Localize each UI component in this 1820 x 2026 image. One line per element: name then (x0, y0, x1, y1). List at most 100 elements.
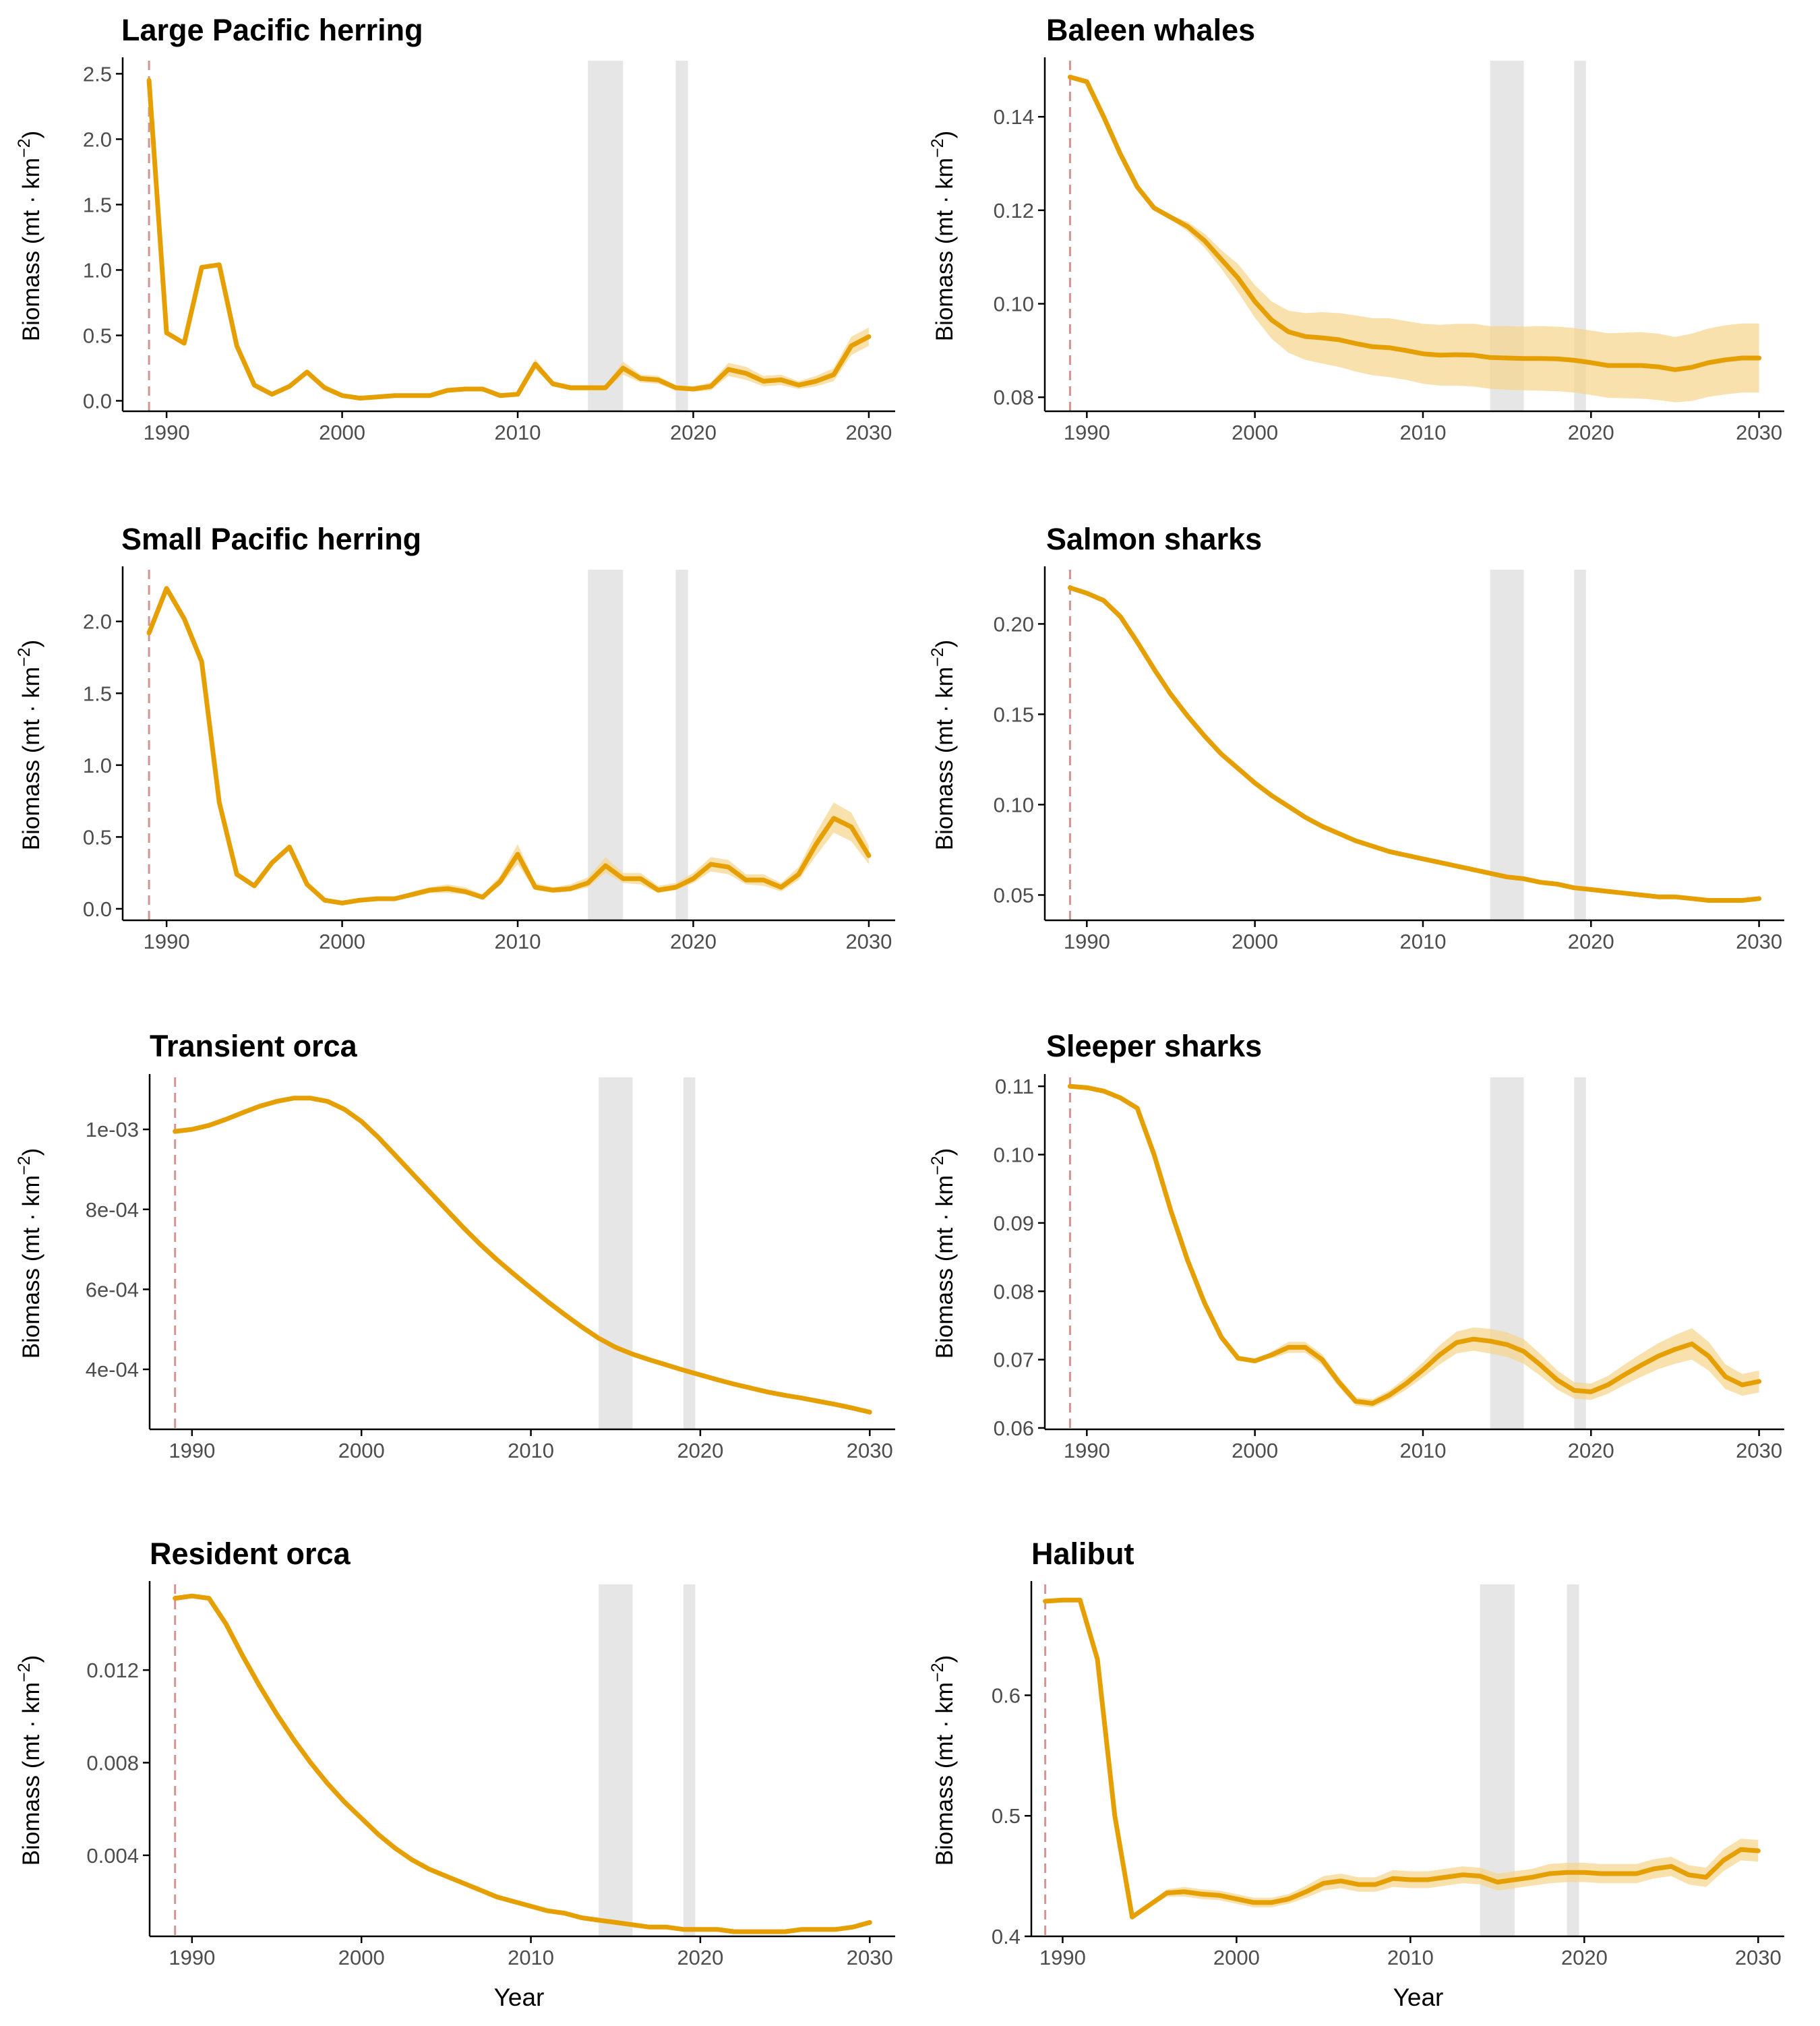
y-tick-label: 0.20 (994, 612, 1034, 636)
y-axis-label: Biomass (mt · km−2) (15, 1655, 44, 1866)
panel-transient-orca: 1990 2000 2010 2020 2030 4e-04 6e-04 8e-04 1e-03… (15, 1029, 895, 1462)
x-tick-label: 2030 (847, 1439, 893, 1462)
shaded-period-1 (599, 1077, 633, 1429)
y-axis-label-close: ) (18, 1655, 44, 1663)
y-tick-label: 0.05 (994, 883, 1034, 907)
x-tick-label: 2030 (1736, 421, 1782, 444)
x-tick-label: 2000 (319, 930, 365, 953)
y-axis-label-exponent: −2 (928, 647, 947, 667)
y-axis-label-close: ) (932, 1655, 958, 1663)
series-line (1067, 1083, 1762, 1406)
panel-title: Large Pacific herring (121, 13, 423, 47)
y-axis-label-close: ) (18, 640, 44, 648)
y-axis-label-exponent: −2 (15, 1663, 34, 1682)
y-axis-label-close: ) (932, 640, 958, 648)
shaded-period-1 (1490, 570, 1524, 920)
x-tick-label: 2030 (845, 930, 892, 953)
x-tick-label: 1990 (1039, 1946, 1086, 1969)
uncertainty-ribbon (149, 588, 869, 903)
panel-title: Small Pacific herring (121, 522, 421, 556)
y-tick-label: 2.0 (83, 127, 112, 151)
x-tick-label: 2020 (1561, 1946, 1608, 1969)
series-line (1067, 74, 1762, 372)
shaded-period-2 (683, 1584, 696, 1936)
x-tick-label: 2010 (1399, 930, 1446, 953)
y-axis-label-text: Biomass (mt · km (932, 158, 958, 341)
uncertainty-ribbon (149, 80, 869, 398)
shaded-period-2 (1574, 61, 1586, 411)
y-axis-label: Biomass (mt · km−2) (15, 640, 44, 850)
y-axis-label: Biomass (mt · km−2) (928, 1655, 958, 1866)
shaded-period-2 (1574, 1077, 1586, 1429)
y-tick-label: 4e-04 (86, 1358, 139, 1381)
y-tick-label: 0.004 (86, 1844, 139, 1868)
y-tick-label: 0.06 (994, 1417, 1034, 1440)
y-tick-label: 1.5 (83, 682, 112, 705)
x-tick-label: 2020 (670, 930, 717, 953)
x-tick-label: 2000 (1213, 1946, 1260, 1969)
panel-title: Sleeper sharks (1046, 1029, 1262, 1063)
x-tick-label: 2000 (1232, 930, 1278, 953)
x-axis-label: Year (494, 1984, 545, 2011)
y-axis-label-exponent: −2 (15, 138, 34, 158)
uncertainty-ribbon (175, 1596, 870, 1932)
y-axis-label-close: ) (932, 131, 958, 139)
y-axis-label-exponent: −2 (928, 1156, 947, 1175)
y-tick-label: 1.0 (83, 754, 112, 777)
y-axis-label-text: Biomass (mt · km (18, 158, 44, 341)
y-axis-label-text: Biomass (mt · km (18, 667, 44, 850)
x-tick-label: 2010 (1387, 1946, 1434, 1969)
shaded-period-2 (1567, 1584, 1579, 1936)
panel-title: Resident orca (150, 1537, 351, 1571)
x-tick-label: 2030 (1736, 1439, 1782, 1462)
series-line (173, 1593, 872, 1934)
y-tick-label: 1.0 (83, 258, 112, 282)
x-tick-label: 2010 (508, 1439, 554, 1462)
y-tick-label: 0.012 (86, 1659, 139, 1682)
y-axis-label-close: ) (932, 1148, 958, 1156)
x-tick-label: 2000 (338, 1439, 385, 1462)
x-tick-label: 1990 (144, 930, 190, 953)
y-tick-label: 1e-03 (86, 1118, 139, 1141)
y-axis-label-exponent: −2 (928, 138, 947, 158)
shaded-period-2 (683, 1077, 696, 1429)
x-tick-label: 2020 (1568, 421, 1614, 444)
panel-small-pacific-herring: 1990 2000 2010 2020 2030 0.0 0.5 1.0 1.5 2.0 Small… (15, 522, 895, 953)
y-tick-label: 0.11 (995, 1075, 1034, 1098)
x-tick-label: 2010 (508, 1946, 554, 1969)
panel-sleeper-sharks: 1990 2000 2010 2020 2030 0.06 0.07 0.08 0.09 0.10… (928, 1029, 1784, 1462)
y-tick-label: 0.10 (994, 293, 1034, 316)
shaded-period-1 (599, 1584, 633, 1936)
panel-salmon-sharks: 1990 2000 2010 2020 2030 0.05 0.10 0.15 0.20 Salm… (928, 522, 1784, 953)
panel-title: Salmon sharks (1046, 522, 1262, 556)
series-line (146, 78, 872, 401)
shaded-period-2 (1574, 570, 1586, 920)
y-tick-label: 0.09 (994, 1212, 1034, 1235)
panel-title: Baleen whales (1046, 13, 1255, 47)
y-axis-label-text: Biomass (mt · km (932, 1682, 958, 1866)
y-tick-label: 0.10 (994, 793, 1034, 816)
y-axis-label: Biomass (mt · km−2) (15, 131, 44, 341)
y-axis-label-text: Biomass (mt · km (18, 1682, 44, 1866)
panel-title: Transient orca (150, 1029, 358, 1063)
x-tick-label: 2020 (670, 421, 717, 444)
panel-halibut: 1990 2000 2010 2020 2030 0.4 0.5 0.6 Halibut Biom… (928, 1537, 1784, 2011)
y-axis-label-text: Biomass (mt · km (932, 667, 958, 850)
y-tick-label: 0.0 (83, 897, 112, 921)
y-axis-label: Biomass (mt · km−2) (928, 131, 958, 341)
y-tick-label: 0.12 (994, 199, 1034, 222)
shaded-period-1 (588, 61, 624, 411)
x-tick-label: 2010 (1399, 421, 1446, 444)
y-axis-label: Biomass (mt · km−2) (928, 1148, 958, 1359)
y-axis-label-exponent: −2 (15, 647, 34, 667)
x-tick-label: 2010 (1399, 1439, 1446, 1462)
x-tick-label: 2020 (1568, 930, 1614, 953)
panel-large-pacific-herring: 1990 2000 2010 2020 2030 0.0 0.5 1.0 1.5 2.0 2.5 La… (15, 13, 895, 444)
y-tick-label: 0.008 (86, 1751, 139, 1775)
x-tick-label: 2030 (1736, 930, 1782, 953)
y-axis-label-exponent: −2 (15, 1156, 34, 1175)
y-tick-label: 0.07 (994, 1348, 1034, 1372)
series-line (1043, 1597, 1761, 1919)
uncertainty-ribbon (175, 1098, 870, 1412)
